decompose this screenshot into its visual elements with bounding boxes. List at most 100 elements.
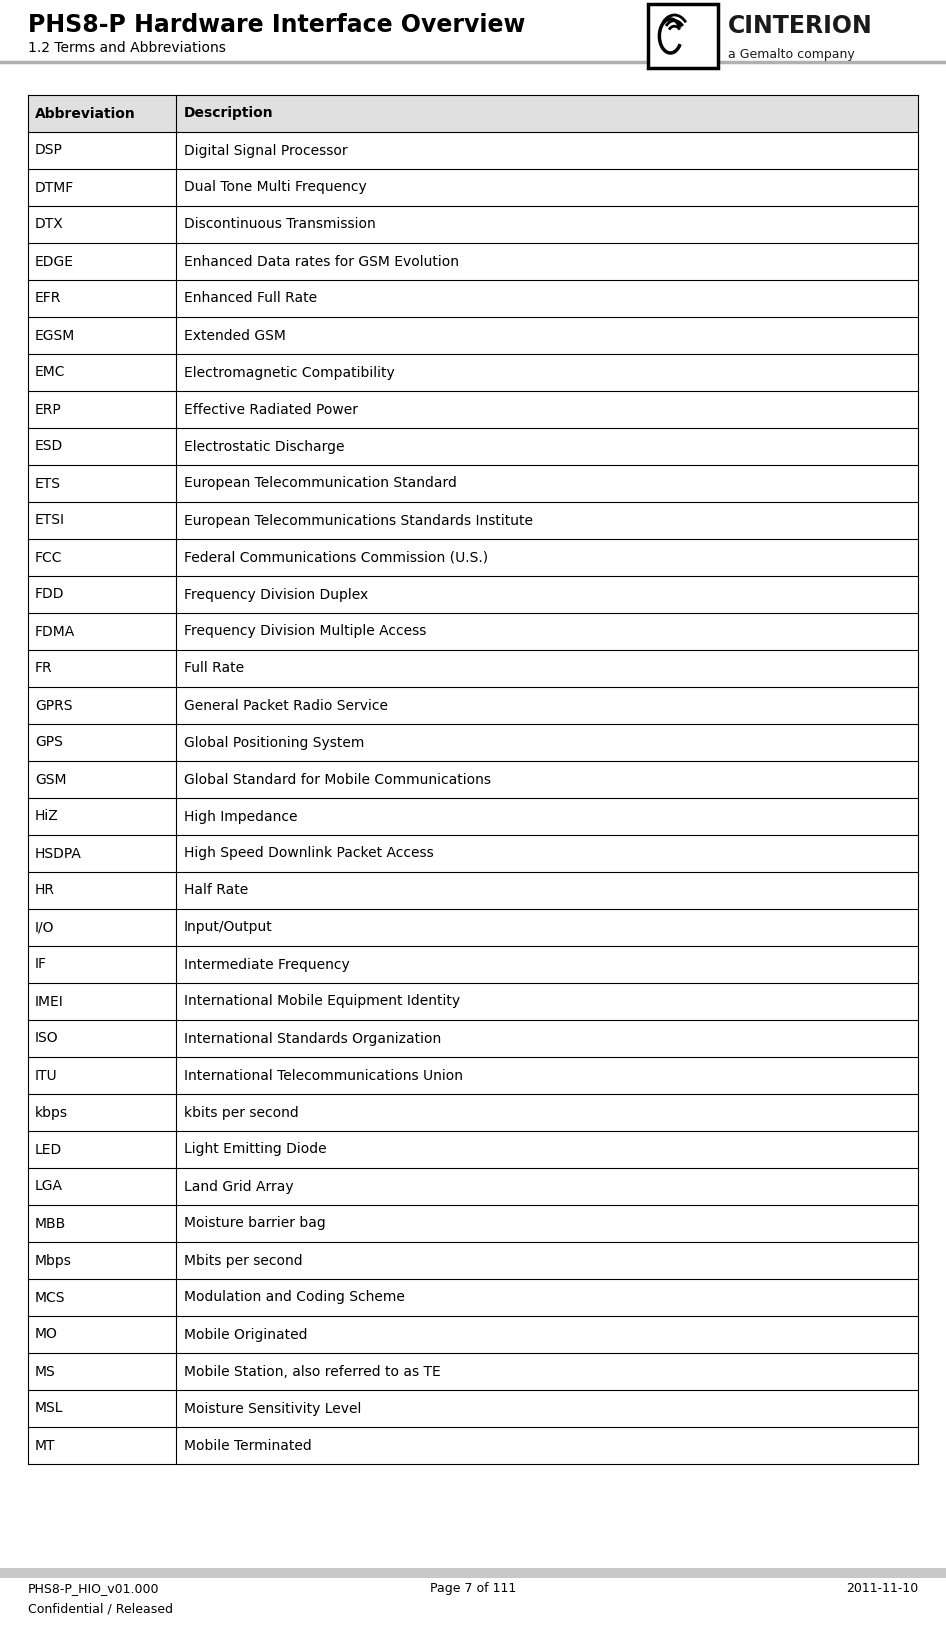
Text: Digital Signal Processor: Digital Signal Processor [184, 144, 347, 157]
Text: Half Rate: Half Rate [184, 883, 248, 898]
Text: HSDPA: HSDPA [35, 846, 82, 861]
Text: Page 7 of 111: Page 7 of 111 [429, 1582, 517, 1595]
Bar [28, 725, 918, 761]
Text: DTX: DTX [35, 218, 63, 232]
Text: LED: LED [35, 1142, 62, 1157]
Bar [28, 946, 918, 983]
Text: Description: Description [184, 106, 273, 121]
Text: kbits per second: kbits per second [184, 1106, 299, 1119]
Text: MT: MT [35, 1438, 56, 1453]
Bar [28, 649, 918, 687]
Text: ETSI: ETSI [35, 514, 65, 527]
Text: GSM: GSM [35, 772, 66, 787]
Bar [648, 3, 718, 69]
Text: EMC: EMC [35, 365, 65, 380]
Text: Mbps: Mbps [35, 1253, 72, 1268]
Bar [28, 1206, 918, 1242]
Bar [28, 391, 918, 429]
Text: Enhanced Full Rate: Enhanced Full Rate [184, 291, 317, 306]
Bar [28, 983, 918, 1019]
Text: kbps: kbps [35, 1106, 68, 1119]
Text: Confidential / Released: Confidential / Released [28, 1602, 173, 1615]
Text: Land Grid Array: Land Grid Array [184, 1180, 293, 1194]
Bar [28, 133, 918, 169]
Text: Intermediate Frequency: Intermediate Frequency [184, 957, 350, 972]
Bar [28, 502, 918, 538]
Bar [28, 538, 918, 576]
Bar [28, 1391, 918, 1427]
Bar [28, 1168, 918, 1206]
Text: Frequency Division Duplex: Frequency Division Duplex [184, 587, 368, 602]
Text: High Impedance: High Impedance [184, 810, 297, 823]
Text: DSP: DSP [35, 144, 62, 157]
Text: I/O: I/O [35, 921, 55, 934]
Text: HiZ: HiZ [35, 810, 59, 823]
Text: Frequency Division Multiple Access: Frequency Division Multiple Access [184, 625, 427, 638]
Text: Input/Output: Input/Output [184, 921, 272, 934]
Text: MSL: MSL [35, 1402, 63, 1415]
Text: Moisture Sensitivity Level: Moisture Sensitivity Level [184, 1402, 361, 1415]
Text: High Speed Downlink Packet Access: High Speed Downlink Packet Access [184, 846, 434, 861]
Text: Electromagnetic Compatibility: Electromagnetic Compatibility [184, 365, 394, 380]
Text: ISO: ISO [35, 1032, 59, 1045]
Text: European Telecommunication Standard: European Telecommunication Standard [184, 476, 457, 491]
Text: FR: FR [35, 661, 53, 676]
Text: 2011-11-10: 2011-11-10 [846, 1582, 918, 1595]
Bar [28, 244, 918, 280]
Text: International Telecommunications Union: International Telecommunications Union [184, 1068, 463, 1083]
Text: Moisture barrier bag: Moisture barrier bag [184, 1217, 325, 1230]
Text: Extended GSM: Extended GSM [184, 329, 286, 342]
Text: Mobile Station, also referred to as TE: Mobile Station, also referred to as TE [184, 1364, 441, 1379]
Bar [28, 1130, 918, 1168]
Text: LGA: LGA [35, 1180, 63, 1194]
Text: General Packet Radio Service: General Packet Radio Service [184, 699, 388, 713]
Bar [28, 206, 918, 244]
Text: MCS: MCS [35, 1291, 65, 1304]
Text: Federal Communications Commission (U.S.): Federal Communications Commission (U.S.) [184, 550, 488, 564]
Text: MS: MS [35, 1364, 56, 1379]
Bar [28, 761, 918, 798]
Text: Abbreviation: Abbreviation [35, 106, 135, 121]
Text: ERP: ERP [35, 402, 61, 417]
Text: IMEI: IMEI [35, 995, 63, 1008]
Text: Full Rate: Full Rate [184, 661, 244, 676]
Bar [28, 687, 918, 725]
Text: Discontinuous Transmission: Discontinuous Transmission [184, 218, 376, 232]
Text: International Mobile Equipment Identity: International Mobile Equipment Identity [184, 995, 460, 1008]
Bar [28, 169, 918, 206]
Bar [28, 317, 918, 353]
Text: PHS8-P_HIO_v01.000: PHS8-P_HIO_v01.000 [28, 1582, 160, 1595]
Bar [0, 1567, 946, 1579]
Bar [28, 1427, 918, 1464]
Bar [28, 1094, 918, 1130]
Text: ETS: ETS [35, 476, 61, 491]
Text: Light Emitting Diode: Light Emitting Diode [184, 1142, 326, 1157]
Bar [28, 1353, 918, 1391]
Text: Modulation and Coding Scheme: Modulation and Coding Scheme [184, 1291, 405, 1304]
Bar [28, 1057, 918, 1094]
Text: Dual Tone Multi Frequency: Dual Tone Multi Frequency [184, 180, 367, 195]
Text: GPRS: GPRS [35, 699, 73, 713]
Text: GPS: GPS [35, 736, 62, 749]
Text: EFR: EFR [35, 291, 61, 306]
Bar [28, 1315, 918, 1353]
Text: EDGE: EDGE [35, 255, 74, 268]
Bar [28, 95, 918, 133]
Bar [28, 798, 918, 834]
Text: Global Positioning System: Global Positioning System [184, 736, 364, 749]
Text: ITU: ITU [35, 1068, 58, 1083]
Bar [28, 280, 918, 317]
Text: DTMF: DTMF [35, 180, 74, 195]
Text: IF: IF [35, 957, 47, 972]
Text: CINTERION: CINTERION [728, 15, 873, 38]
Bar [28, 429, 918, 465]
Text: Effective Radiated Power: Effective Radiated Power [184, 402, 358, 417]
Bar [28, 872, 918, 910]
Text: Mbits per second: Mbits per second [184, 1253, 303, 1268]
Bar [28, 1242, 918, 1279]
Text: ESD: ESD [35, 440, 63, 453]
Text: Mobile Originated: Mobile Originated [184, 1327, 307, 1342]
Text: Mobile Terminated: Mobile Terminated [184, 1438, 312, 1453]
Text: Enhanced Data rates for GSM Evolution: Enhanced Data rates for GSM Evolution [184, 255, 459, 268]
Text: FCC: FCC [35, 550, 62, 564]
